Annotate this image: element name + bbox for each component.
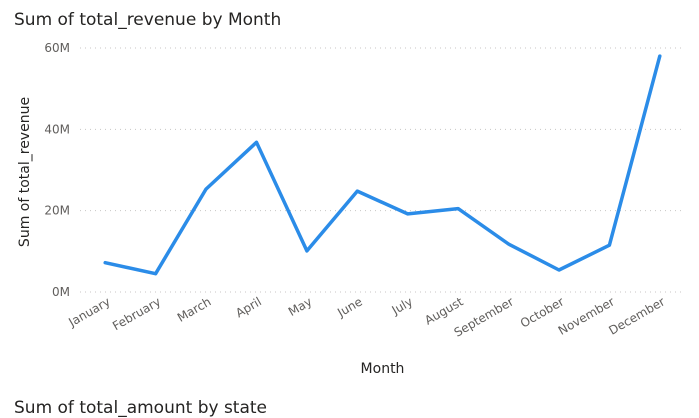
- data-point: [355, 189, 359, 193]
- series-line: [103, 54, 662, 276]
- y-tick-label: 0M: [52, 285, 70, 299]
- x-tick-label: November: [556, 294, 617, 337]
- x-tick-label: February: [110, 294, 163, 333]
- data-point: [507, 242, 511, 246]
- data-point: [254, 140, 258, 144]
- x-tick-label: January: [65, 294, 112, 329]
- data-point: [607, 243, 611, 247]
- y-tick-label: 20M: [44, 204, 70, 218]
- x-axis-title: Month: [361, 361, 405, 377]
- data-point: [406, 212, 410, 216]
- x-tick-label: June: [334, 294, 365, 320]
- next-visual-title: Sum of total_amount by state: [14, 398, 268, 418]
- data-point: [154, 272, 158, 276]
- data-point: [305, 249, 309, 253]
- x-tick-label: April: [233, 294, 264, 320]
- data-point: [557, 268, 561, 272]
- line-chart-visual: Sum of total_revenue by Month 0M 20M 40M 60…: [14, 10, 685, 377]
- x-tick-label: March: [175, 294, 214, 324]
- x-tick-label: December: [606, 294, 667, 337]
- x-tick-label: July: [389, 294, 416, 317]
- x-tick-label: May: [286, 294, 314, 319]
- data-point: [456, 207, 460, 211]
- data-point: [103, 261, 107, 265]
- chart-title: Sum of total_revenue by Month: [14, 10, 282, 30]
- y-tick-label: 60M: [44, 41, 70, 55]
- y-axis-title: Sum of total_revenue: [17, 97, 33, 247]
- data-point: [204, 187, 208, 191]
- data-point: [658, 54, 662, 58]
- y-tick-label: 40M: [44, 122, 70, 136]
